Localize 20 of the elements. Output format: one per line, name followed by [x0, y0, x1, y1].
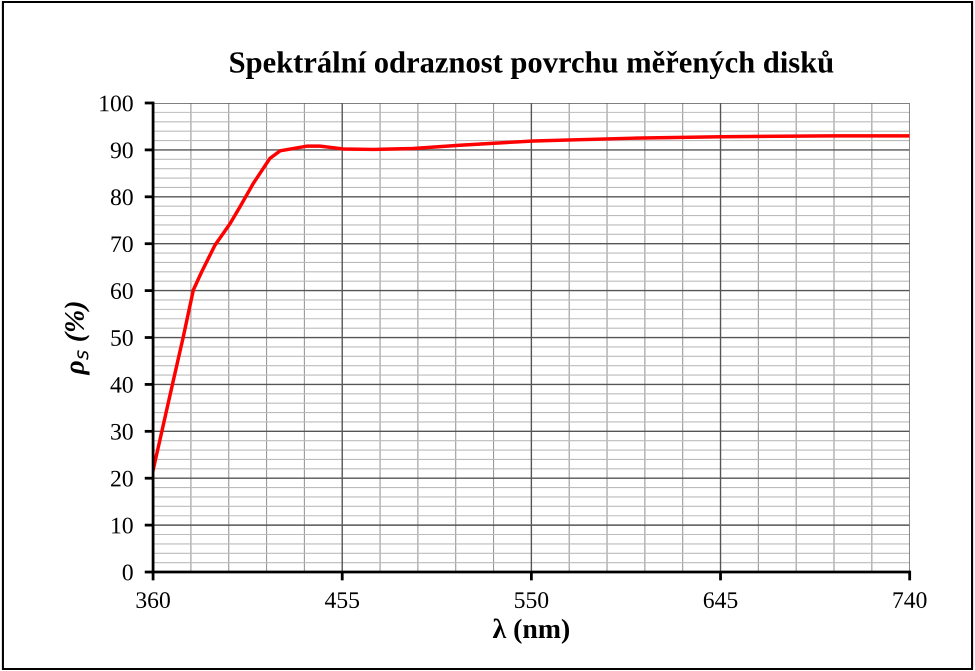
- y-tick-label: 0: [122, 564, 133, 580]
- x-axis-title: λ (nm): [492, 618, 569, 644]
- x-tick-label: 740: [894, 592, 926, 608]
- y-tick-label: 10: [112, 518, 133, 534]
- y-tick-label: 60: [111, 283, 133, 300]
- y-tick-label: 50: [111, 330, 133, 346]
- y-tick-label: 40: [110, 376, 133, 393]
- y-tick-label: 20: [111, 470, 133, 487]
- x-tick-label: 360: [136, 592, 170, 608]
- line-series: [153, 134, 910, 472]
- x-tick-label: 455: [324, 592, 360, 608]
- chart-title: Spektrální odraznost povrchu měřených disků: [230, 50, 834, 80]
- x-tick-label: 550: [515, 592, 548, 608]
- y-tick-label: 80: [110, 189, 133, 206]
- y-tick-label: 90: [110, 142, 133, 158]
- y-tick-label: 100: [100, 95, 133, 112]
- x-tick-label: 645: [704, 592, 738, 608]
- y-tick-label: 70: [112, 236, 133, 252]
- y-axis-title: ρ$_{s}$ (%): [64, 302, 90, 376]
- y-tick-label: 30: [111, 424, 133, 440]
